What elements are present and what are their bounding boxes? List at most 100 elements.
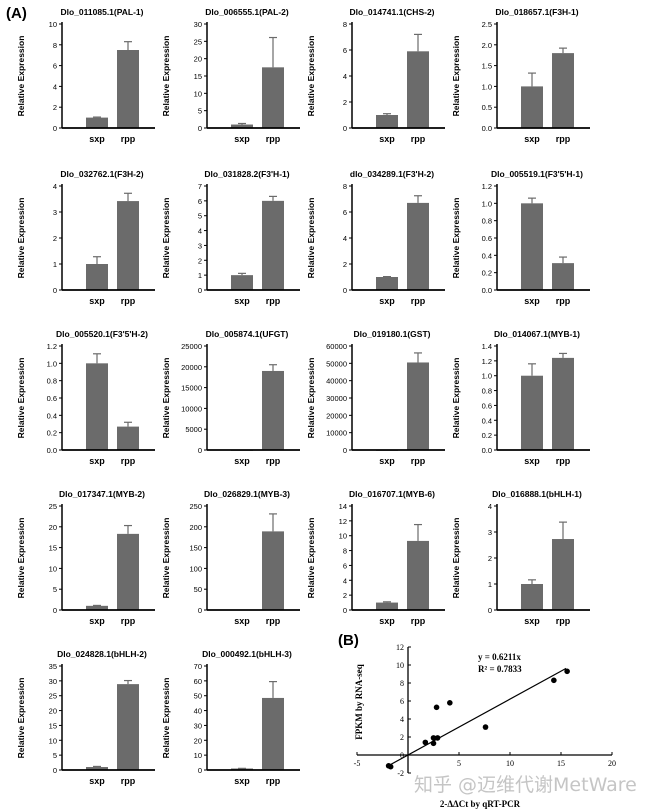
y-tick-label: 2 — [343, 260, 347, 269]
chart-title: Dlo_031828.2(F3'H-1) — [204, 169, 289, 179]
chart-title: Dlo_017347.1(MYB-2) — [59, 489, 145, 499]
trendline — [388, 667, 567, 767]
x-tick-label: rpp — [556, 296, 571, 306]
y-tick-label: 10000 — [326, 429, 347, 438]
bar-sxp — [521, 203, 543, 290]
y-axis-label: Relative Expression — [16, 358, 26, 439]
y-tick-label: 4 — [53, 82, 57, 91]
y-tick-label: 0.2 — [47, 429, 57, 438]
bar-sxp — [376, 277, 398, 290]
y-tick-label: 5 — [53, 585, 57, 594]
y-tick-label: 0.6 — [47, 394, 57, 403]
bar-rpp — [262, 531, 284, 610]
y-tick-label: 4 — [343, 234, 347, 243]
y-tick-label: 15 — [194, 72, 202, 81]
y-tick-label: 25 — [49, 692, 57, 701]
y-tick-label: 2 — [400, 733, 404, 742]
y-axis-label: Relative Expression — [161, 678, 171, 759]
bar-sxp — [521, 584, 543, 610]
bar-rpp — [552, 539, 574, 610]
y-tick-label: 20 — [194, 736, 202, 745]
chart-title: Dlo_014741.1(CHS-2) — [349, 7, 434, 17]
y-tick-label: 50000 — [326, 359, 347, 368]
y-tick-label: 10 — [49, 564, 57, 573]
bar-chart: Dlo_014741.1(CHS-2) Relative Expression 0 2… — [306, 7, 445, 144]
y-tick-label: 0 — [198, 286, 202, 295]
x-tick-label: rpp — [121, 776, 136, 786]
y-axis-label: Relative Expression — [451, 36, 461, 117]
bar-rpp — [262, 200, 284, 290]
y-tick-label: 10 — [194, 89, 202, 98]
bar-chart-panel: Dlo_014741.1(CHS-2) Relative Expression 0 2… — [300, 0, 445, 160]
trendline-equation: y = 0.6211x — [478, 652, 521, 662]
bar-sxp — [86, 363, 108, 450]
bar-chart-panel: Dlo_018657.1(F3H-1) Relative Expression 0.… — [445, 0, 590, 160]
chart-title: Dlo_005520.1(F3'5'H-2) — [56, 329, 148, 339]
bar-sxp — [86, 605, 108, 610]
data-point — [564, 668, 570, 675]
y-tick-label: 8 — [400, 679, 404, 688]
bar-rpp — [407, 540, 429, 610]
bar-chart-panel: Dlo_014067.1(MYB-1) Relative Expression 0.… — [445, 322, 590, 482]
y-axis-label: Relative Expression — [16, 198, 26, 279]
y-tick-label: 8 — [53, 41, 57, 50]
bar-rpp — [117, 50, 139, 128]
chart-title: Dlo_019180.1(GST) — [353, 329, 430, 339]
chart-title: dlo_034289.1(F3'H-2) — [350, 169, 434, 179]
bar-chart: Dlo_000492.1(bHLH-3) Relative Expression 0… — [161, 649, 300, 786]
y-tick-label: 0 — [198, 124, 202, 133]
y-tick-label: 0 — [53, 766, 57, 775]
y-axis-label: Relative Expression — [161, 36, 171, 117]
panel-label-a: (A) — [6, 5, 27, 22]
y-tick-label: 30 — [194, 721, 202, 730]
bar-chart-panel: Dlo_017347.1(MYB-2) Relative Expression 0 5… — [10, 482, 155, 642]
bar-chart-panel: Dlo_005520.1(F3'5'H-2) Relative Expressio… — [10, 322, 155, 482]
bar-sxp — [521, 375, 543, 450]
y-tick-label: 15000 — [181, 384, 202, 393]
y-tick-label: 3 — [53, 208, 57, 217]
y-tick-label: 0.8 — [47, 377, 57, 386]
y-tick-label: 0 — [198, 766, 202, 775]
y-tick-label: 5000 — [185, 425, 202, 434]
x-tick-label: 10 — [506, 759, 514, 768]
x-tick-label: rpp — [266, 776, 281, 786]
y-tick-label: 10 — [339, 532, 347, 541]
y-tick-label: 0 — [488, 606, 492, 615]
bar-chart-panel: Dlo_011085.1(PAL-1) Relative Expression 0 2… — [10, 0, 155, 160]
y-tick-label: 2 — [53, 234, 57, 243]
bar-rpp — [262, 697, 284, 770]
y-tick-label: 1.2 — [482, 357, 492, 366]
y-tick-label: 40000 — [326, 377, 347, 386]
x-tick-label: rpp — [266, 456, 281, 466]
y-tick-label: 20000 — [181, 363, 202, 372]
y-axis-label: Relative Expression — [451, 358, 461, 439]
bar-sxp — [376, 602, 398, 610]
x-tick-label: sxp — [379, 616, 395, 626]
y-tick-label: 25 — [194, 37, 202, 46]
bar-rpp — [117, 684, 139, 770]
y-tick-label: 10 — [49, 20, 57, 29]
bar-sxp — [376, 115, 398, 128]
y-tick-label: 2 — [488, 554, 492, 563]
y-tick-label: 20 — [194, 55, 202, 64]
y-tick-label: 6 — [53, 62, 57, 71]
x-tick-label: rpp — [411, 616, 426, 626]
bar-rpp — [407, 362, 429, 450]
chart-title: Dlo_026829.1(MYB-3) — [204, 489, 290, 499]
y-tick-label: 0.0 — [47, 446, 57, 455]
r-squared: R² = 0.7833 — [478, 664, 522, 674]
bar-chart: Dlo_026829.1(MYB-3) Relative Expression 0 5… — [161, 489, 300, 626]
bar-chart: Dlo_016888.1(bHLH-1) Relative Expression 0… — [451, 489, 590, 626]
bar-chart: Dlo_016707.1(MYB-6) Relative Expression 0 2… — [306, 489, 445, 626]
y-tick-label: 5 — [198, 212, 202, 221]
y-tick-label: 0.6 — [482, 234, 492, 243]
y-tick-label: 40 — [194, 707, 202, 716]
y-tick-label: 6 — [400, 697, 404, 706]
x-tick-label: rpp — [121, 134, 136, 144]
bar-chart-panel: Dlo_019180.1(GST) Relative Expression 0 100… — [300, 322, 445, 482]
bar-chart-panel: Dlo_005874.1(UFGT) Relative Expression 0 50… — [155, 322, 300, 482]
y-tick-label: 20000 — [326, 411, 347, 420]
y-tick-label: 30000 — [326, 394, 347, 403]
y-tick-label: 25 — [49, 502, 57, 511]
bar-chart-panel: Dlo_016888.1(bHLH-1) Relative Expression 0… — [445, 482, 590, 642]
